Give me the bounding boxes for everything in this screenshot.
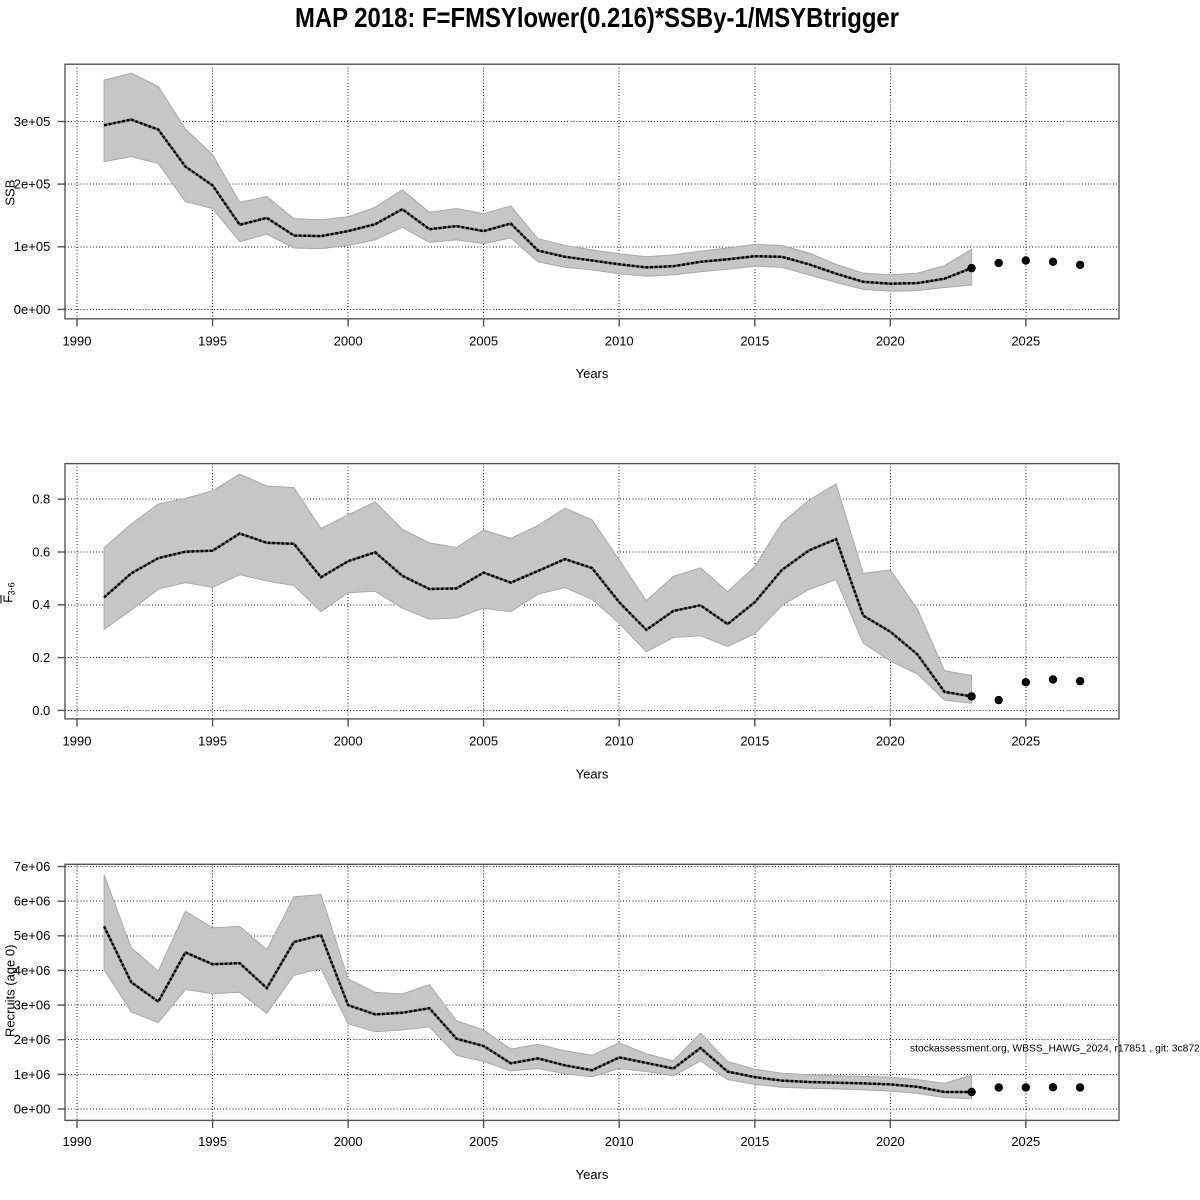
svg-text:1990: 1990 [63, 733, 92, 748]
svg-text:2020: 2020 [876, 334, 905, 349]
svg-text:2025: 2025 [1011, 334, 1040, 349]
svg-text:2005: 2005 [469, 334, 498, 349]
svg-text:0.8: 0.8 [32, 492, 50, 507]
svg-text:3e+05: 3e+05 [14, 114, 51, 129]
svg-text:1990: 1990 [63, 334, 92, 349]
svg-text:1e+06: 1e+06 [14, 1067, 51, 1082]
svg-text:5e+06: 5e+06 [14, 928, 51, 943]
svg-text:0e+00: 0e+00 [14, 1101, 51, 1116]
svg-text:F: F [1, 595, 16, 603]
svg-text:2020: 2020 [876, 1134, 905, 1149]
svg-text:Years: Years [576, 1167, 609, 1182]
svg-text:MAP 2018: F=FMSYlower(0.216)*S: MAP 2018: F=FMSYlower(0.216)*SSBy-1/MSYB… [295, 2, 899, 33]
svg-text:SSB: SSB [3, 180, 18, 206]
svg-text:1995: 1995 [198, 1134, 227, 1149]
svg-text:3e+06: 3e+06 [14, 998, 51, 1013]
svg-text:2015: 2015 [740, 733, 769, 748]
svg-text:2020: 2020 [876, 733, 905, 748]
svg-text:Recruits (age 0): Recruits (age 0) [3, 945, 18, 1037]
svg-text:2e+06: 2e+06 [14, 1032, 51, 1047]
svg-text:7e+06: 7e+06 [14, 859, 51, 874]
svg-text:1e+05: 1e+05 [14, 239, 51, 254]
svg-text:1990: 1990 [63, 1134, 92, 1149]
svg-text:2000: 2000 [334, 733, 363, 748]
svg-text:2025: 2025 [1011, 733, 1040, 748]
svg-text:Years: Years [576, 366, 609, 381]
svg-text:2005: 2005 [469, 1134, 498, 1149]
svg-text:stockassessment.org, WBSS_HAWG: stockassessment.org, WBSS_HAWG_2024, r17… [910, 1044, 1200, 1055]
svg-text:2010: 2010 [605, 334, 634, 349]
svg-text:6e+06: 6e+06 [14, 894, 51, 909]
svg-text:0.6: 0.6 [32, 544, 50, 559]
svg-text:2010: 2010 [605, 733, 634, 748]
svg-text:Years: Years [576, 767, 609, 782]
svg-text:2010: 2010 [605, 1134, 634, 1149]
svg-text:2015: 2015 [740, 1134, 769, 1149]
svg-text:0.2: 0.2 [32, 650, 50, 665]
svg-text:3-6: 3-6 [6, 582, 16, 595]
svg-text:0.0: 0.0 [32, 703, 50, 718]
svg-text:4e+06: 4e+06 [14, 963, 51, 978]
svg-text:2025: 2025 [1011, 1134, 1040, 1149]
svg-text:2000: 2000 [334, 334, 363, 349]
svg-text:0.4: 0.4 [32, 597, 50, 612]
svg-text:2005: 2005 [469, 733, 498, 748]
svg-text:1995: 1995 [198, 334, 227, 349]
svg-text:2015: 2015 [740, 334, 769, 349]
svg-text:2000: 2000 [334, 1134, 363, 1149]
svg-text:2e+05: 2e+05 [14, 177, 51, 192]
svg-text:0e+00: 0e+00 [14, 302, 51, 317]
svg-text:1995: 1995 [198, 733, 227, 748]
